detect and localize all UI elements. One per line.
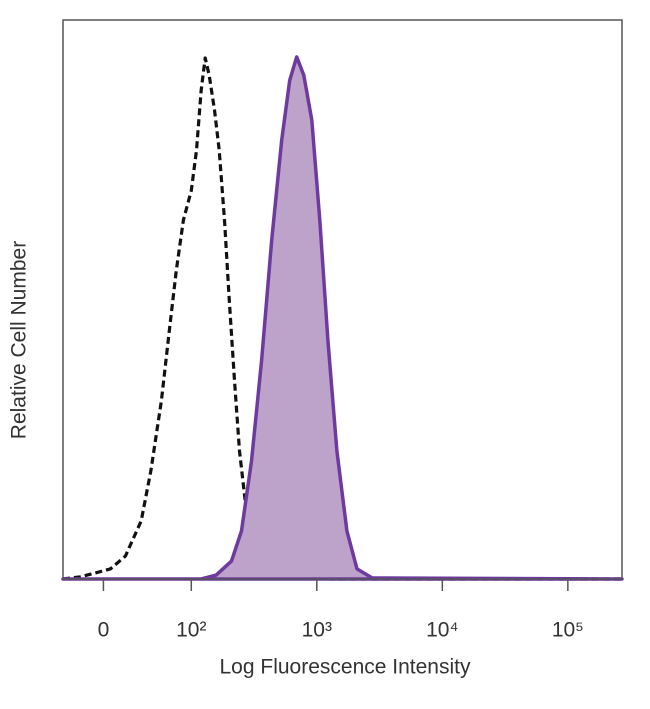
x-tick-label: 10² bbox=[176, 619, 206, 642]
x-axis-label: Log Fluorescence Intensity bbox=[220, 656, 471, 679]
y-axis-label: Relative Cell Number bbox=[8, 241, 31, 439]
x-tick-label: 10⁵ bbox=[552, 619, 584, 642]
plot-frame bbox=[62, 19, 623, 580]
x-tick-label: 10³ bbox=[302, 619, 332, 642]
filled-histogram bbox=[61, 55, 624, 581]
x-tick-label: 0 bbox=[98, 619, 110, 642]
x-tick-label: 10⁴ bbox=[426, 619, 458, 642]
